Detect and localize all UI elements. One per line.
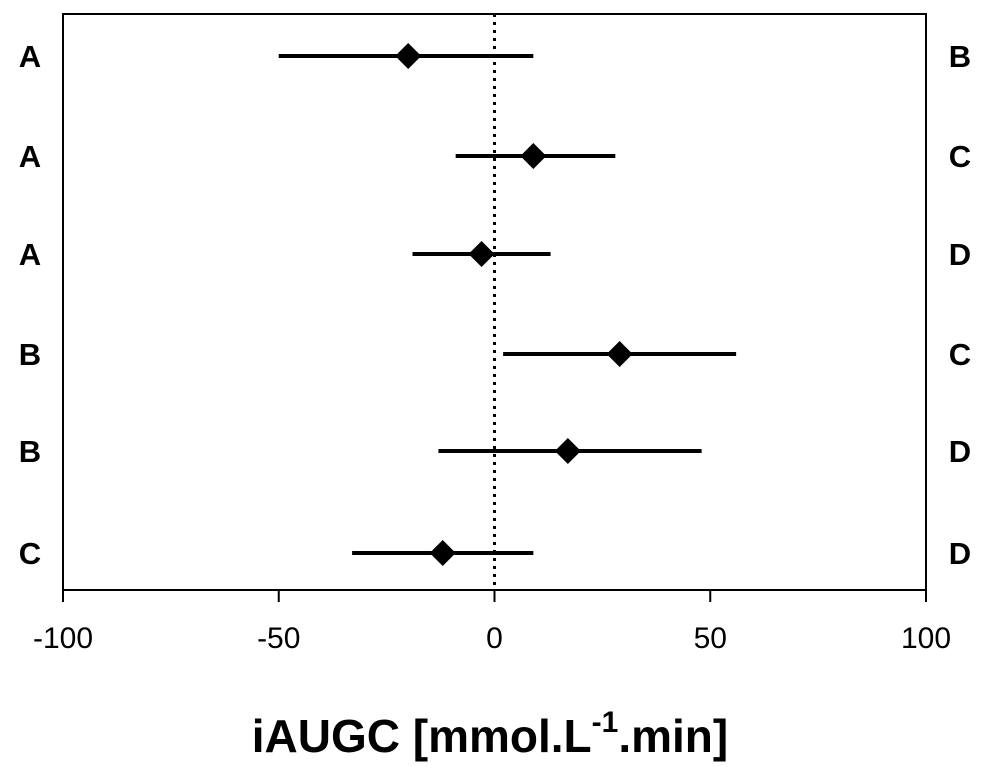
estimate-diamond-4 <box>554 438 581 464</box>
estimate-diamond-5 <box>429 540 456 566</box>
row-label-left-2: A <box>19 237 41 272</box>
x-axis-title-main: iAUGC [mmol.L <box>252 710 592 762</box>
x-axis-title-end: .min] <box>618 710 728 762</box>
row-label-left-0: A <box>19 39 41 74</box>
row-label-right-4: D <box>949 434 971 469</box>
row-label-right-3: C <box>949 337 971 372</box>
row-label-right-0: B <box>949 39 971 74</box>
estimate-diamond-2 <box>468 241 495 267</box>
x-tick-label-1: -50 <box>257 622 300 655</box>
x-tick-label-4: 100 <box>901 622 951 655</box>
comparison-rows: A BA CA DB CB DC D <box>19 39 971 571</box>
row-label-left-5: C <box>19 536 41 571</box>
row-label-left-4: B <box>19 434 41 469</box>
x-axis: -100 -50 0 50 100 <box>33 590 951 655</box>
estimate-diamond-0 <box>395 43 422 69</box>
x-axis-title: iAUGC [mmol.L-1.min] <box>252 706 728 762</box>
row-label-left-1: A <box>19 139 41 174</box>
x-tick-label-3: 50 <box>694 622 727 655</box>
estimate-diamond-3 <box>606 341 633 367</box>
row-label-right-1: C <box>949 139 971 174</box>
x-axis-title-superscript: -1 <box>592 706 619 739</box>
row-label-right-5: D <box>949 536 971 571</box>
estimate-diamond-1 <box>520 143 547 169</box>
x-tick-label-2: 0 <box>486 622 503 655</box>
x-tick-label-0: -100 <box>33 622 93 655</box>
row-label-left-3: B <box>19 337 41 372</box>
row-label-right-2: D <box>949 237 971 272</box>
